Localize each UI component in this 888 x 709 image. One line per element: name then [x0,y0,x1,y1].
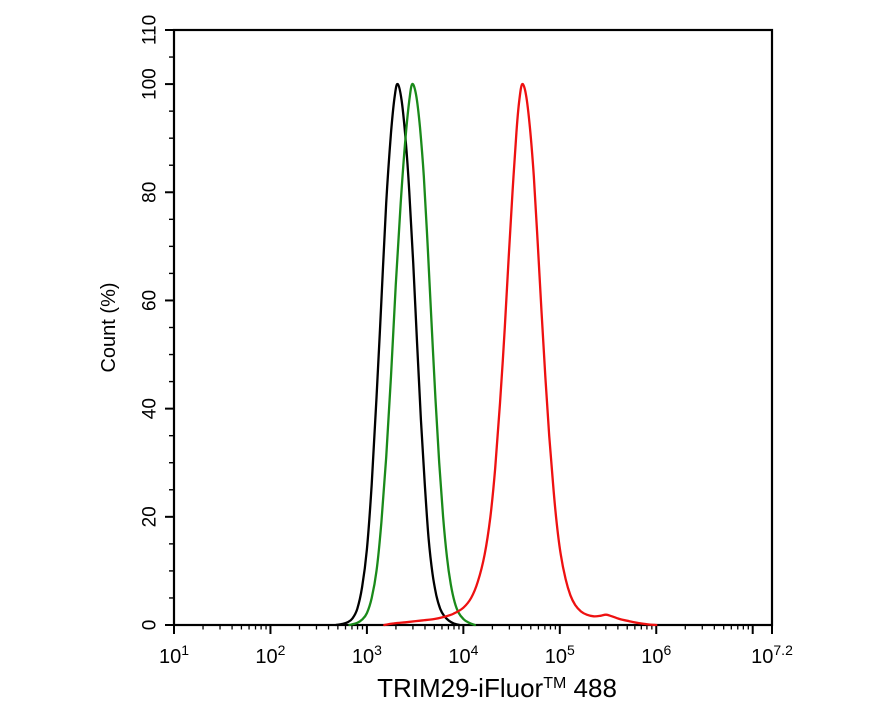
y-tick-label: 0 [140,620,161,631]
y-tick-label: 60 [140,290,161,311]
y-tick-label: 110 [140,15,161,45]
plot-frame [172,28,774,627]
y-axis-title: Count (%) [98,282,120,372]
x-axis: 101 102 103 104 105 106 107.2 TRIM29-iFluorTM 4… [159,625,793,703]
curve-black [334,82,461,627]
x-tick-label: 105 [545,642,575,668]
x-tick-label: 103 [352,642,382,668]
x-axis-title: TRIM29-iFluorTM 488 [377,673,617,703]
curve-green [348,82,477,627]
x-tick-label: 107.2 [751,642,793,668]
x-tick-label: 102 [255,642,285,668]
y-tick-label: 40 [140,398,161,419]
y-tick-label: 80 [140,182,161,203]
y-tick-label: 20 [140,506,161,527]
x-tick-label: 104 [448,642,478,668]
curve-red [383,82,658,627]
x-tick-label: 106 [641,642,671,668]
y-tick-label: 100 [140,68,161,100]
x-tick-label: 101 [159,642,189,668]
y-axis: 0 20 40 60 80 100 110 Count (%) [98,15,174,630]
